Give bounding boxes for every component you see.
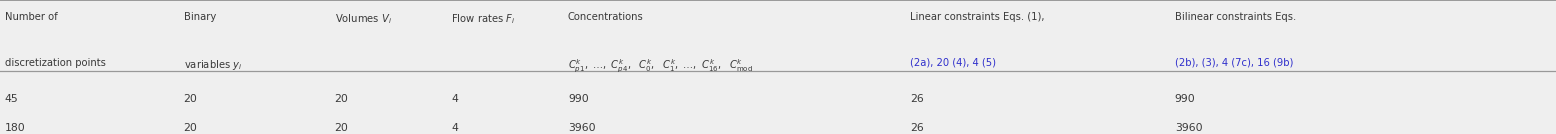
- Text: 45: 45: [5, 94, 19, 104]
- Text: Concentrations: Concentrations: [568, 12, 644, 22]
- Text: 20: 20: [335, 123, 349, 133]
- Text: Bilinear constraints Eqs.: Bilinear constraints Eqs.: [1175, 12, 1296, 22]
- Text: (2a), 20 (4), 4 (5): (2a), 20 (4), 4 (5): [910, 58, 996, 68]
- Text: $C_{p1}^{k},\ \ldots,\ C_{p4}^{k},\ \ C_{0}^{k},\ \ C_{1}^{k},\ \ldots,\ C_{16}^: $C_{p1}^{k},\ \ldots,\ C_{p4}^{k},\ \ C_…: [568, 58, 753, 75]
- Text: 4: 4: [451, 94, 457, 104]
- Text: 26: 26: [910, 123, 924, 133]
- Text: 4: 4: [451, 123, 457, 133]
- Text: (2b), (3), 4 (7c), 16 (9b): (2b), (3), 4 (7c), 16 (9b): [1175, 58, 1293, 68]
- Text: 990: 990: [1175, 94, 1195, 104]
- Text: 26: 26: [910, 94, 924, 104]
- Text: 180: 180: [5, 123, 25, 133]
- Text: 20: 20: [184, 94, 198, 104]
- Text: Binary: Binary: [184, 12, 216, 22]
- Text: Linear constraints Eqs. (1),: Linear constraints Eqs. (1),: [910, 12, 1044, 22]
- Text: Volumes $V_i$: Volumes $V_i$: [335, 12, 392, 26]
- Text: 3960: 3960: [1175, 123, 1203, 133]
- Text: 20: 20: [184, 123, 198, 133]
- Text: discretization points: discretization points: [5, 58, 106, 68]
- Text: 3960: 3960: [568, 123, 596, 133]
- Text: variables $y_i$: variables $y_i$: [184, 58, 243, 72]
- Text: Number of: Number of: [5, 12, 58, 22]
- Text: 990: 990: [568, 94, 588, 104]
- Text: Flow rates $F_i$: Flow rates $F_i$: [451, 12, 515, 26]
- Text: 20: 20: [335, 94, 349, 104]
